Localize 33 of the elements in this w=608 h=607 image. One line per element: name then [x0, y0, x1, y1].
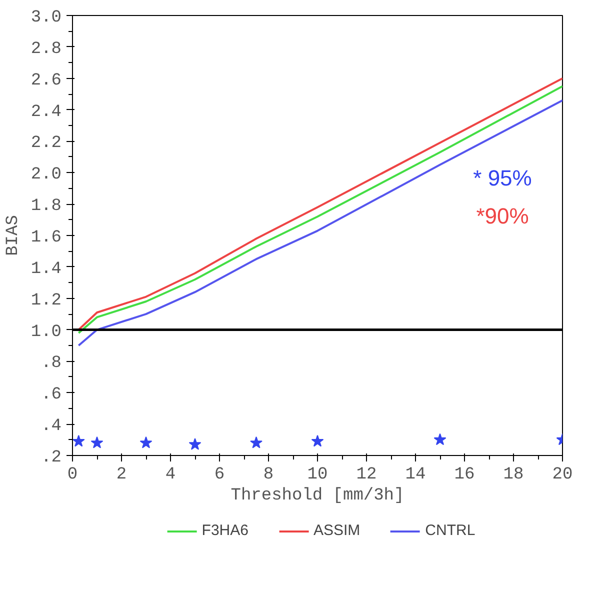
y-tick-label: 1.6 — [30, 228, 62, 248]
x-tick-label: 0 — [67, 466, 78, 484]
x-tick-label: 16 — [454, 466, 475, 484]
legend-label: F3HA6 — [202, 522, 248, 539]
y-tick-label: 2.6 — [30, 71, 62, 90]
x-tick-label: 10 — [307, 466, 328, 484]
legend-label: ASSIM — [313, 522, 360, 539]
x-tick-label: 20 — [552, 466, 573, 484]
y-tick-label: 2.0 — [30, 166, 62, 185]
y-axis-title: BIAS — [4, 215, 23, 256]
x-tick-label: 18 — [503, 466, 524, 484]
x-tick-label: 8 — [263, 466, 274, 484]
x-tick-label: 4 — [165, 466, 176, 484]
y-tick-label: 2.8 — [30, 40, 62, 59]
y-tick-label: 1.0 — [30, 322, 62, 342]
y-tick-label: .4 — [41, 417, 62, 436]
x-tick-label: 12 — [356, 466, 377, 484]
y-tick-label: 1.8 — [30, 197, 62, 216]
y-tick-label: .2 — [41, 448, 62, 468]
legend-label: CNTRL — [425, 522, 476, 539]
y-tick-label: .8 — [41, 354, 62, 374]
y-tick-label: 1.4 — [30, 260, 62, 279]
x-tick-label: 6 — [214, 466, 225, 484]
y-tick-label: 2.2 — [30, 134, 62, 154]
x-tick-label: 14 — [405, 466, 426, 484]
y-tick-label: 2.4 — [30, 102, 62, 122]
y-tick-label: .6 — [41, 386, 62, 405]
x-tick-label: 2 — [116, 466, 127, 484]
y-tick-label: 3.0 — [30, 8, 62, 28]
annotation: *90% — [476, 204, 529, 228]
y-tick-label: 1.2 — [30, 291, 62, 310]
x-axis-title: Threshold [mm/3h] — [230, 486, 404, 506]
annotation: * 95% — [473, 166, 532, 190]
